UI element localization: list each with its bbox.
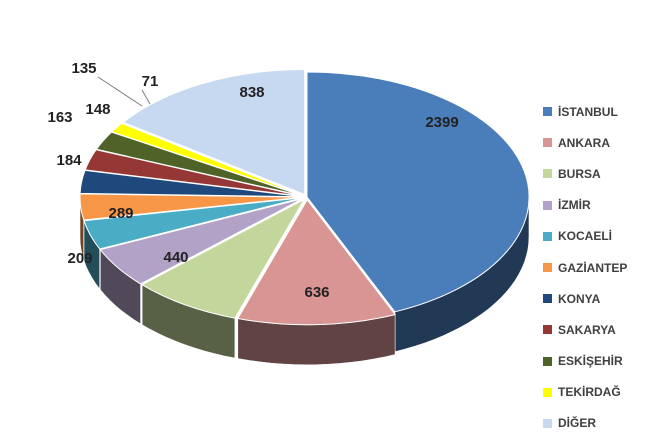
- data-label: 148: [85, 101, 110, 118]
- legend-item: İSTANBUL: [543, 96, 627, 127]
- pie-slice: [237, 198, 396, 326]
- legend-label: KONYA: [558, 291, 601, 306]
- legend-label: KOCAELİ: [558, 229, 612, 244]
- legend-swatch: [543, 169, 552, 179]
- legend-item: SAKARYA: [543, 314, 627, 345]
- pie-slice: [110, 122, 303, 196]
- data-label: 184: [56, 152, 82, 169]
- legend-swatch: [543, 387, 552, 397]
- data-label: 163: [47, 109, 72, 126]
- legend-swatch: [543, 418, 552, 428]
- pie-slice: [79, 169, 303, 198]
- data-label: 838: [239, 84, 264, 101]
- data-label: 135: [71, 60, 96, 77]
- legend-item: DİĞER: [543, 408, 627, 439]
- data-label: 636: [304, 284, 329, 301]
- leader-line: [97, 76, 143, 107]
- data-label: 2399: [425, 114, 458, 131]
- pie-slice: [306, 71, 530, 313]
- legend-label: ANKARA: [558, 135, 610, 150]
- legend-item: TEKİRDAĞ: [543, 377, 627, 408]
- legend-item: İZMİR: [543, 190, 627, 221]
- legend-swatch: [543, 200, 552, 210]
- pie-slice: [99, 198, 304, 285]
- legend: İSTANBUL ANKARA BURSA İZMİR KOCAELİ GAZİANTEP…: [543, 96, 627, 439]
- data-label: 440: [163, 249, 188, 266]
- legend-swatch: [543, 325, 552, 335]
- legend-item: KONYA: [543, 283, 627, 314]
- legend-label: GAZİANTEP: [558, 260, 628, 275]
- legend-item: BURSA: [543, 158, 627, 189]
- legend-item: KOCAELİ: [543, 221, 627, 252]
- legend-label: SAKARYA: [558, 322, 616, 337]
- legend-swatch: [543, 356, 552, 366]
- legend-swatch: [543, 107, 552, 117]
- legend-swatch: [543, 138, 552, 148]
- legend-swatch: [543, 231, 552, 241]
- legend-item: ESKİŞEHİR: [543, 346, 627, 377]
- pie-slice: [141, 198, 306, 319]
- legend-item: ANKARA: [543, 127, 627, 158]
- pie-slice: [79, 193, 303, 221]
- legend-label: İZMİR: [558, 198, 591, 213]
- data-label: 289: [108, 205, 133, 222]
- legend-label: TEKİRDAĞ: [558, 385, 621, 400]
- legend-label: BURSA: [558, 166, 601, 181]
- legend-label: ESKİŞEHİR: [558, 354, 623, 369]
- pie-slice: [83, 197, 303, 250]
- legend-item: GAZİANTEP: [543, 252, 627, 283]
- data-label: 71: [142, 73, 159, 90]
- data-label: 209: [67, 250, 92, 267]
- legend-swatch: [543, 263, 552, 273]
- legend-label: DİĞER: [558, 416, 597, 431]
- pie-slice: [122, 68, 306, 196]
- leader-line: [141, 89, 151, 105]
- legend-swatch: [543, 294, 552, 304]
- legend-label: İSTANBUL: [558, 104, 618, 119]
